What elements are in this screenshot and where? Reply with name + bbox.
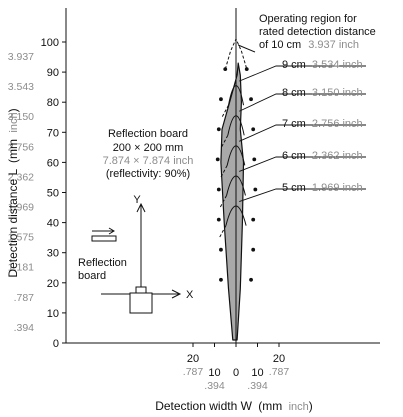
board-label: Reflection board <box>108 128 188 140</box>
dot-point-2 <box>216 127 221 132</box>
curve-label-6cm: 6 cm 2.362 inch <box>282 150 363 162</box>
x-tick-label-mm-2: 0 <box>233 367 239 379</box>
inset-x-label: X <box>186 289 194 301</box>
y-tick-label-in-0: 3.937 <box>8 51 34 63</box>
y-tick-label-mm-7: 30 <box>47 248 59 260</box>
distance-curve-2 <box>226 145 246 166</box>
x-tick-label-mm-4: 20 <box>273 353 285 365</box>
x-tick-label-in-4: .787 <box>269 366 290 378</box>
dot-point-12 <box>253 187 258 192</box>
dot-point-8 <box>244 67 249 71</box>
y-axis-title: Detection distance L (mm inch) <box>6 108 20 277</box>
y-tick-label-in-1: 3.543 <box>8 81 34 93</box>
x-tick-label-in-1: .394 <box>204 380 225 392</box>
y-tick-label-mm-1: 90 <box>47 67 59 79</box>
dot-point-6 <box>219 247 223 252</box>
y-tick-label-in-4: 2.362 <box>8 171 34 183</box>
dot-point-0 <box>223 67 228 71</box>
leader-line-4 <box>239 188 366 202</box>
board-size-in: 7.874 × 7.874 inch <box>103 155 194 167</box>
dot-point-5 <box>216 217 221 222</box>
inset-board <box>91 235 117 242</box>
x-axis-title: Detection width W (mm inch) <box>155 399 313 413</box>
distance-curve-4 <box>225 205 247 226</box>
dot-point-14 <box>251 247 256 252</box>
dot-point-4 <box>216 187 221 192</box>
op-region-line2: rated detection distance <box>259 26 376 38</box>
distance-curve-0 <box>227 85 245 106</box>
op-region-line3: of 10 cm 3.937 inch <box>259 39 359 51</box>
op-region-line1: Operating region for <box>259 13 357 25</box>
leader-line-1 <box>239 93 366 112</box>
y-tick-label-mm-3: 70 <box>47 127 59 139</box>
dot-point-1 <box>219 97 223 102</box>
dot-point-7 <box>219 277 223 282</box>
inset-x-arrow-icon <box>171 289 182 299</box>
dot-point-3 <box>215 157 220 162</box>
inset-sensor-lens <box>135 286 147 294</box>
x-tick-label-mm-3: 10 <box>251 367 263 379</box>
curve-label-9cm: 9 cm 3.534 inch <box>282 59 363 71</box>
y-tick-label-in-5: 1.969 <box>8 202 34 214</box>
y-tick-label-in-3: 2.756 <box>8 141 34 153</box>
op-region-cm: of 10 cm <box>259 39 301 51</box>
y-tick-label-in-9: .394 <box>14 322 35 334</box>
dot-point-15 <box>249 277 253 282</box>
y-tick-label-in-2: 3.150 <box>8 111 34 123</box>
x-tick-label-in-3: .394 <box>247 380 268 392</box>
y-tick-label-mm-5: 50 <box>47 188 59 200</box>
inset-board-label-2: board <box>78 270 106 282</box>
leaders-layer <box>237 44 366 202</box>
curve-label-8cm: 8 cm 3.150 inch <box>282 87 363 99</box>
operating-region <box>220 62 245 341</box>
axes-layer: 1003.937903.543803.150702.756602.362501.… <box>8 8 380 392</box>
y-tick-label-in-7: 1.181 <box>8 262 34 274</box>
board-reflectivity: (reflectivity: 90%) <box>106 168 190 180</box>
dot-point-13 <box>251 217 256 222</box>
curves-layer <box>219 37 248 238</box>
distance-curve-dash-3 <box>219 195 227 208</box>
dashed-curve-10cm <box>224 37 248 70</box>
leader-line-2 <box>239 124 366 142</box>
dot-point-10 <box>251 127 256 132</box>
inset-board-arrow-icon <box>108 227 115 235</box>
curve-label-5cm: 5 cm 1.969 inch <box>282 182 363 194</box>
dot-point-11 <box>252 157 257 162</box>
curve-label-7cm: 7 cm 2.756 inch <box>282 118 363 130</box>
inset-y-arrow-icon <box>136 202 146 213</box>
y-tick-label-mm-4: 60 <box>47 157 59 169</box>
y-tick-label-mm-2: 80 <box>47 97 59 109</box>
y-tick-label-mm-8: 20 <box>47 278 59 290</box>
x-tick-label-mm-1: 10 <box>208 367 220 379</box>
dot-point-9 <box>249 97 253 102</box>
fill-layer <box>220 62 245 341</box>
y-tick-label-mm-0: 100 <box>41 37 59 49</box>
y-tick-label-mm-6: 40 <box>47 218 59 230</box>
dots-layer <box>215 67 258 282</box>
distance-curve-dash-2 <box>220 165 228 178</box>
board-size-mm: 200 × 200 mm <box>113 142 184 154</box>
distance-curve-3 <box>226 175 246 196</box>
op-region-in: 3.937 inch <box>308 39 359 51</box>
y-tick-label-in-8: .787 <box>14 292 35 304</box>
y-tick-label-mm-10: 0 <box>53 338 59 350</box>
y-tick-label-mm-9: 10 <box>47 308 59 320</box>
leader-line-3 <box>239 156 366 172</box>
inset-diagram: Y X Reflection board <box>78 194 194 314</box>
inset-board-label-1: Reflection <box>78 257 127 269</box>
y-tick-label-in-6: 1.575 <box>8 232 34 244</box>
distance-curve-dash-1 <box>220 135 229 148</box>
x-tick-label-in-0: .787 <box>183 366 204 378</box>
inset-y-label: Y <box>133 194 141 206</box>
distance-curve-dash-4 <box>219 225 227 238</box>
x-tick-label-mm-0: 20 <box>187 353 199 365</box>
leader-line-0 <box>239 65 366 82</box>
inset-sensor-body <box>129 292 153 314</box>
distance-curve-dash-0 <box>221 104 229 118</box>
leader-line-op-region <box>237 44 256 53</box>
distance-curve-1 <box>227 115 245 136</box>
